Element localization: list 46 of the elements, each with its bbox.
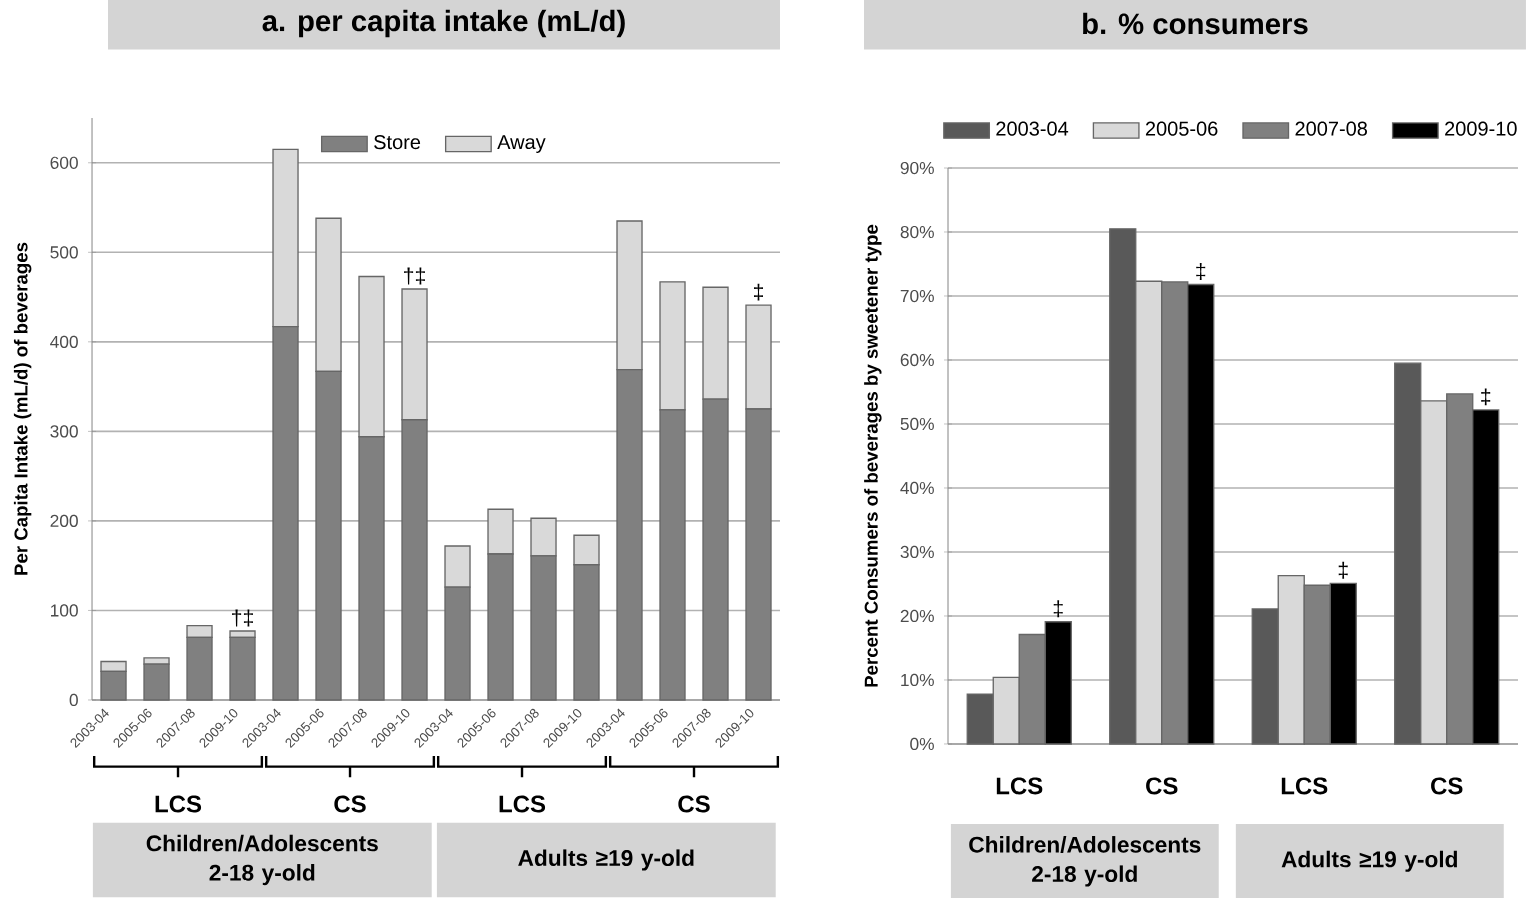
y-tick-label: 30% xyxy=(900,545,934,559)
x-tick-label: CS xyxy=(1146,777,1178,795)
text: CS xyxy=(334,795,366,813)
y-tick-label: 80% xyxy=(900,225,934,239)
data-label: ‡ xyxy=(1338,561,1348,579)
y-tick-label: 50% xyxy=(900,417,934,431)
text: Adults ≥19 y-old xyxy=(1281,850,1457,872)
text: Children/Adolescents 2-18 y-old xyxy=(969,836,1201,887)
y-tick-label: 500 xyxy=(50,246,78,259)
x-tick-label: CS xyxy=(1431,777,1463,795)
legend-label: Store xyxy=(374,135,421,150)
legend-label: 2009-10 xyxy=(1445,121,1517,136)
text: Children/Adolescents 2-18 y-old xyxy=(146,834,378,886)
y-tick-label: 200 xyxy=(50,514,78,528)
chart-title: b. % consumers xyxy=(1083,12,1308,35)
data-label: †‡ xyxy=(404,267,425,285)
legend-label: 2007-08 xyxy=(1295,121,1368,136)
legend-label: 2005-06 xyxy=(1145,121,1218,136)
y-tick-label: 70% xyxy=(900,289,934,303)
x-tick-label: LCS xyxy=(1281,777,1328,795)
y-tick-label: 0% xyxy=(910,737,934,751)
y-tick-label: 60% xyxy=(900,353,934,367)
y-tick-label: 90% xyxy=(900,161,934,175)
y-tick-label: 300 xyxy=(50,425,78,438)
text: LCS xyxy=(155,795,202,813)
text: CS xyxy=(678,795,710,813)
text: Adults ≥19 y-old xyxy=(518,849,694,871)
y-tick-label: 100 xyxy=(51,604,78,617)
x-tick-label: LCS xyxy=(996,777,1043,795)
y-tick-label: 0 xyxy=(69,693,78,707)
y-tick-label: 10% xyxy=(901,673,934,687)
text: LCS xyxy=(499,795,546,813)
legend-label: 2003-04 xyxy=(996,121,1069,136)
data-label: ‡ xyxy=(1053,600,1063,618)
y-axis-title: Per Capita Intake (mL/d) of beverages xyxy=(13,242,32,575)
y-tick-label: 40% xyxy=(900,481,934,495)
chart-title: a. per capita intake (mL/d) xyxy=(262,9,625,38)
y-tick-label: 20% xyxy=(900,609,934,623)
data-label: ‡ xyxy=(1196,263,1206,280)
y-axis-title: Percent Consumers of beverages by sweetener type xyxy=(864,224,882,687)
legend-label: Away xyxy=(497,135,546,154)
data-label: ‡ xyxy=(754,283,763,301)
data-label: †‡ xyxy=(232,609,253,627)
y-tick-label: 400 xyxy=(50,335,78,348)
data-label: ‡ xyxy=(1481,388,1491,406)
y-tick-label: 600 xyxy=(50,156,78,169)
